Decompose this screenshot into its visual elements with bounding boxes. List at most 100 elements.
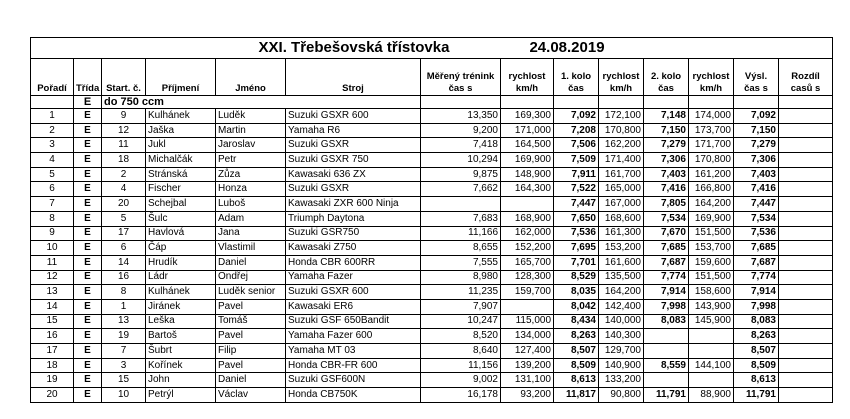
column-header: Stroj <box>285 58 421 96</box>
cell: Suzuki GSXR <box>285 137 421 154</box>
cell: 7,695 <box>553 240 599 256</box>
cell: 7 <box>30 196 74 212</box>
cell: 7,150 <box>733 122 779 139</box>
cell: 7,403 <box>643 166 689 183</box>
cell: E <box>73 152 102 168</box>
cell: 3 <box>30 137 74 154</box>
cell <box>777 372 834 389</box>
cell: John <box>145 372 216 389</box>
cell: 8,083 <box>643 313 689 330</box>
cell: 7,418 <box>420 137 501 154</box>
cell: 145,900 <box>688 313 734 330</box>
cell: 143,900 <box>688 298 734 315</box>
cell: 8,042 <box>553 298 599 315</box>
cell: 11,791 <box>733 387 779 403</box>
cell: Yamaha R6 <box>285 122 421 139</box>
data-row: 14 E 1 Jiránek Pavel Kawasaki ER6 7,907 8,042 14… <box>30 298 834 315</box>
cell: Honda CBR-FR 600 <box>285 357 421 374</box>
cell: 8,655 <box>420 240 501 256</box>
cell: 12 <box>101 122 146 139</box>
cell: 151,500 <box>688 269 734 286</box>
cell: 10 <box>101 387 146 403</box>
cell: 8,507 <box>553 343 599 359</box>
cell: 171,400 <box>598 152 644 168</box>
cell <box>777 181 834 198</box>
cell: Kulhánek <box>145 284 216 300</box>
cell <box>777 196 834 212</box>
cell: 16 <box>30 328 74 344</box>
cell: Martin <box>215 122 286 139</box>
cell: 7,670 <box>643 225 689 242</box>
cell: Hrudík <box>145 254 216 271</box>
data-row: 20 E 10 Petrýl Václav Honda CB750K 16,178 93,20… <box>30 387 834 403</box>
cell <box>688 343 734 359</box>
cell: 16,178 <box>420 387 501 403</box>
column-header: Výsl. čas s <box>733 58 779 96</box>
cell: 13,350 <box>420 108 501 124</box>
cell: 7,685 <box>643 240 689 256</box>
cell: 168,600 <box>598 210 644 227</box>
data-row: 2 E 12 Jaška Martin Yamaha R6 9,200 171,000 7,20… <box>30 122 834 139</box>
cell <box>777 343 834 359</box>
header-row: Pořadí Třída Start. č. Příjmení Jméno Stroj Mě… <box>30 58 834 96</box>
cell: 158,600 <box>688 284 734 300</box>
class-code: E <box>73 95 102 109</box>
cell: E <box>73 387 102 403</box>
cell: 9,200 <box>420 122 501 139</box>
cell: Kulhánek <box>145 108 216 124</box>
cell: 7,416 <box>643 181 689 198</box>
cell: 142,400 <box>598 298 644 315</box>
cell: 161,200 <box>688 166 734 183</box>
cell: 167,000 <box>598 196 644 212</box>
cell: 8,559 <box>643 357 689 374</box>
cell: 140,900 <box>598 357 644 374</box>
column-header: Příjmení <box>145 58 216 96</box>
cell: Jana <box>215 225 286 242</box>
cell: 7,687 <box>733 254 779 271</box>
cell: 7,534 <box>733 210 779 227</box>
cell: Suzuki GSF 650Bandit <box>285 313 421 330</box>
data-row: 16 E 19 Bartoš Pavel Yamaha Fazer 600 8,520 134… <box>30 328 834 344</box>
cell: 140,300 <box>598 328 644 344</box>
data-row: 13 E 8 Kulhánek Luděk senior Suzuki GSXR 600 1… <box>30 284 834 300</box>
cell: Daniel <box>215 372 286 389</box>
cell: 174,000 <box>688 108 734 124</box>
cell: E <box>73 298 102 315</box>
cell: Fischer <box>145 181 216 198</box>
data-row: 9 E 17 Havlová Jana Suzuki GSR750 11,166 162,00… <box>30 225 834 242</box>
cell: 169,900 <box>500 152 554 168</box>
cell: Šulc <box>145 210 216 227</box>
cell: 8,509 <box>553 357 599 374</box>
cell: 8,263 <box>733 328 779 344</box>
cell: 11 <box>101 137 146 154</box>
cell: Zůza <box>215 166 286 183</box>
cell: 139,200 <box>500 357 554 374</box>
cell: 7,506 <box>553 137 599 154</box>
cell: Petr <box>215 152 286 168</box>
cell: 7,403 <box>733 166 779 183</box>
cell: 13 <box>30 284 74 300</box>
cell: 7,914 <box>733 284 779 300</box>
cell: 165,700 <box>500 254 554 271</box>
cell: 13 <box>101 313 146 330</box>
cell: 90,800 <box>598 387 644 403</box>
cell: 7,774 <box>733 269 779 286</box>
cell <box>777 152 834 168</box>
cell: 7,306 <box>733 152 779 168</box>
cell: 8,529 <box>553 269 599 286</box>
cell: 131,100 <box>500 372 554 389</box>
cell: 7,774 <box>643 269 689 286</box>
cell: Václav <box>215 387 286 403</box>
cell <box>688 95 734 109</box>
cell: 19 <box>30 372 74 389</box>
cell: Honda CB750K <box>285 387 421 403</box>
cell: Honza <box>215 181 286 198</box>
cell: Jaška <box>145 122 216 139</box>
data-row: 6 E 4 Fischer Honza Suzuki GSXR 7,662 164,300 7,… <box>30 181 834 198</box>
cell: 18 <box>101 152 146 168</box>
cell <box>777 240 834 256</box>
class-name: do 750 ccm <box>101 95 421 109</box>
cell: E <box>73 284 102 300</box>
cell: 9 <box>30 225 74 242</box>
